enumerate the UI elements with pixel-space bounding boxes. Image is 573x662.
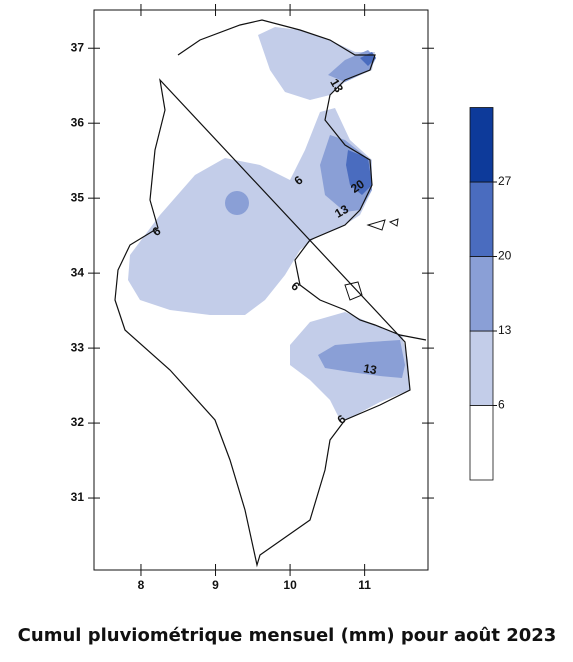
rain-zone	[225, 191, 249, 215]
country-outline	[114, 19, 427, 568]
rain-zone	[318, 340, 405, 378]
plot-frame	[93, 9, 429, 571]
legend-swatch	[469, 181, 494, 257]
y-tick-label: 33	[71, 340, 85, 354]
island	[344, 218, 399, 301]
figure-title: Cumul pluviométrique mensuel (mm) pour a…	[18, 625, 557, 646]
rain-fields	[128, 27, 410, 420]
legend-swatch	[469, 330, 494, 406]
legend-label: 20	[498, 249, 512, 263]
legend-label: 6	[498, 398, 505, 412]
legend-swatch	[469, 405, 494, 481]
y-tick-label: 31	[71, 490, 85, 504]
legend-label: 13	[498, 323, 512, 337]
rain-zone	[258, 27, 375, 100]
rain-zone	[346, 150, 372, 195]
legend-swatch	[469, 107, 494, 183]
contour-label: 13	[362, 361, 378, 377]
x-tick-label: 8	[138, 578, 145, 592]
x-tick-label: 10	[283, 578, 297, 592]
contour-label: 6	[288, 279, 302, 294]
legend-swatch	[469, 256, 494, 332]
y-tick-label: 36	[71, 115, 85, 129]
legend-label: 27	[498, 174, 512, 188]
x-tick-label: 9	[212, 578, 219, 592]
axes: 8 9 10 11 31 32 33 34 35 36 37	[71, 4, 434, 592]
contour-label: 13	[332, 202, 351, 221]
y-tick-label: 35	[71, 190, 85, 204]
contour-label: 13	[327, 76, 346, 95]
y-tick-label: 34	[71, 265, 85, 279]
y-tick-label: 32	[71, 415, 85, 429]
rain-zone	[320, 135, 372, 212]
x-tick-label: 11	[358, 578, 371, 592]
y-tick-label: 37	[71, 40, 85, 54]
rain-zone	[128, 108, 372, 315]
legend: 6 13 20 27	[469, 107, 512, 481]
